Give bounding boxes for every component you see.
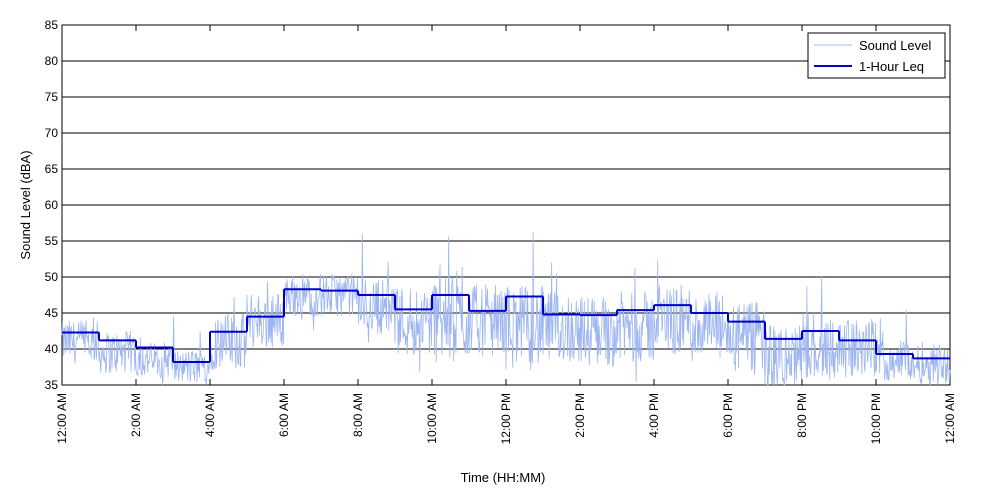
x-tick-label-6: 12:00 PM (499, 393, 513, 444)
y-tick-label-45: 45 (45, 306, 59, 320)
x-tick-label-8: 4:00 PM (647, 393, 661, 438)
y-tick-label-60: 60 (45, 198, 59, 212)
x-axis-label: Time (HH:MM) (461, 470, 546, 485)
y-axis: 35 40 45 50 55 60 65 70 75 80 85 (45, 18, 59, 392)
x-tick-label-9: 6:00 PM (721, 393, 735, 438)
y-tick-label-80: 80 (45, 54, 59, 68)
y-tick-label-65: 65 (45, 162, 59, 176)
x-tick-label-12: 12:00 AM (943, 393, 957, 444)
y-tick-label-40: 40 (45, 342, 59, 356)
x-tick-label-7: 2:00 PM (573, 393, 587, 438)
x-tick-label-11: 10:00 PM (869, 393, 883, 444)
y-tick-label-75: 75 (45, 90, 59, 104)
y-axis-label: Sound Level (dBA) (18, 150, 33, 259)
x-tick-label-4: 8:00 AM (351, 393, 365, 437)
x-tick-label-2: 4:00 AM (203, 393, 217, 437)
x-axis: 12:00 AM 2:00 AM 4:00 AM 6:00 AM 8:00 AM 10:0… (55, 25, 957, 444)
x-tick-label-5: 10:00 AM (425, 393, 439, 444)
legend-box (807, 32, 946, 79)
series-layer (61, 232, 951, 386)
x-tick-label-10: 8:00 PM (795, 393, 809, 438)
x-tick-label-0: 12:00 AM (55, 393, 69, 444)
y-tick-label-55: 55 (45, 234, 59, 248)
y-tick-label-70: 70 (45, 126, 59, 140)
legend: Sound Level 1-Hour Leq (807, 32, 946, 79)
x-tick-label-1: 2:00 AM (129, 393, 143, 437)
legend-label-sound-level: Sound Level (859, 38, 931, 53)
y-tick-label-85: 85 (45, 18, 59, 32)
y-tick-label-50: 50 (45, 270, 59, 284)
y-tick-label-35: 35 (45, 378, 59, 392)
x-tick-label-3: 6:00 AM (277, 393, 291, 437)
legend-label-leq: 1-Hour Leq (859, 59, 924, 74)
